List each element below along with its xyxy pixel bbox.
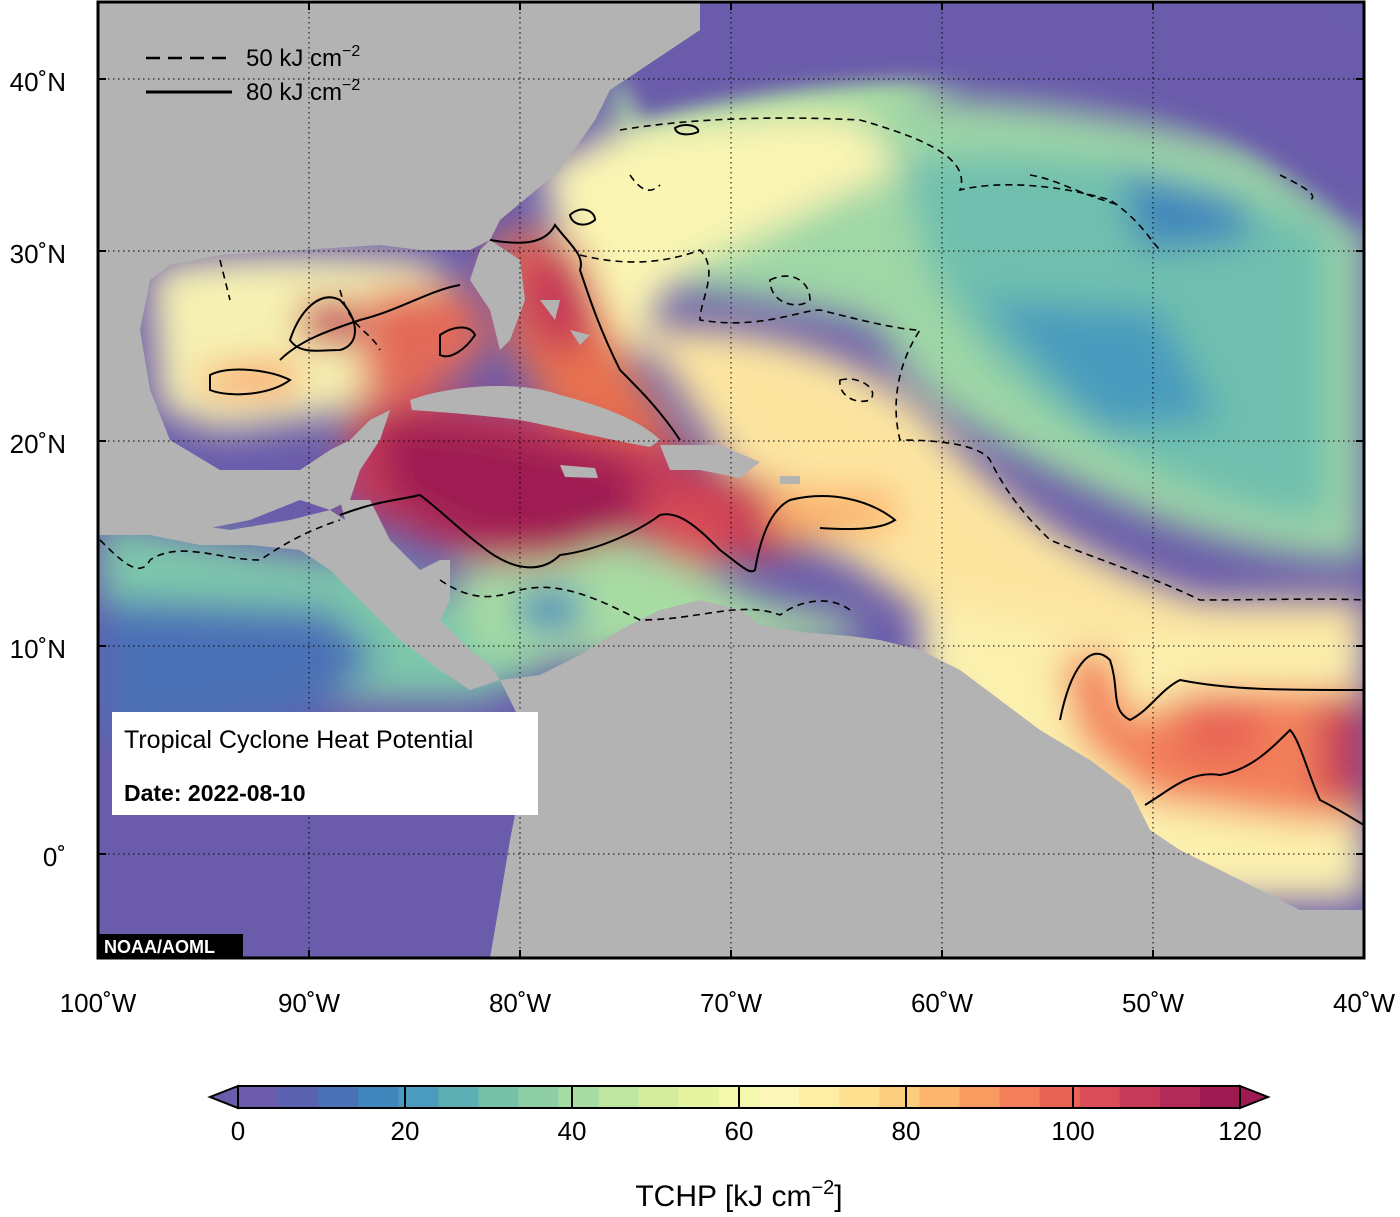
- contours-50: [99, 117, 1364, 621]
- colorbar: 0 20 40 60 80 100 120 TCHP [kJ cm−2]: [207, 1084, 1271, 1213]
- lon-label: 40˚W: [1333, 988, 1396, 1018]
- colorbar-cells: [238, 1086, 1241, 1108]
- title-box: Tropical Cyclone Heat Potential Date: 20…: [112, 712, 538, 815]
- colorbar-tick-label: 20: [391, 1116, 420, 1146]
- longitude-labels: 100˚W 90˚W 80˚W 70˚W 60˚W 50˚W 40˚W: [60, 988, 1396, 1018]
- map-date: Date: 2022-08-10: [124, 780, 306, 806]
- colorbar-tick-label: 40: [558, 1116, 587, 1146]
- legend-dashed-label: 50 kJ cm−2: [246, 43, 360, 72]
- lon-label: 70˚W: [700, 988, 763, 1018]
- lon-label: 100˚W: [60, 988, 137, 1018]
- colorbar-cell: [598, 1086, 640, 1108]
- lat-label: 40˚N: [10, 67, 66, 97]
- colorbar-cell: [879, 1086, 920, 1108]
- colorbar-cell: [438, 1086, 480, 1108]
- colorbar-cell: [278, 1086, 319, 1108]
- lon-label: 60˚W: [911, 988, 974, 1018]
- colorbar-cell: [558, 1086, 600, 1108]
- colorbar-cell: [1079, 1086, 1121, 1108]
- colorbar-cell: [839, 1086, 880, 1108]
- lat-label: 10˚N: [10, 634, 66, 664]
- land-masses: [98, 2, 1364, 958]
- colorbar-cell: [678, 1086, 720, 1108]
- colorbar-cell: [638, 1086, 680, 1108]
- colorbar-tick-labels: 0 20 40 60 80 100 120: [231, 1116, 1262, 1146]
- lon-label: 90˚W: [278, 988, 341, 1018]
- map-title: Tropical Cyclone Heat Potential: [124, 726, 473, 754]
- credit-badge: NOAA/AOML: [98, 934, 243, 958]
- colorbar-title: TCHP [kJ cm−2]: [635, 1177, 842, 1213]
- legend-solid-label: 80 kJ cm−2: [246, 77, 360, 106]
- lon-label: 80˚W: [489, 988, 552, 1018]
- graticule: [98, 2, 1364, 958]
- colorbar-min-arrow: [207, 1084, 239, 1110]
- colorbar-cell: [799, 1086, 840, 1108]
- colorbar-cell: [358, 1086, 399, 1108]
- colorbar-cell: [398, 1086, 439, 1108]
- colorbar-cell: [759, 1086, 800, 1108]
- colorbar-cell: [999, 1086, 1041, 1108]
- latitude-labels: 40˚N 30˚N 20˚N 10˚N 0˚: [10, 67, 66, 872]
- colorbar-tick-label: 120: [1218, 1116, 1261, 1146]
- credit-text: NOAA/AOML: [104, 937, 215, 957]
- colorbar-cell: [238, 1086, 279, 1108]
- north-atlantic-cool-region: [600, 2, 1364, 230]
- axis-ticks: [98, 2, 1364, 958]
- map-plot-area: [98, 2, 1364, 958]
- contours-80: [209, 124, 1364, 826]
- colorbar-cell: [959, 1086, 1001, 1108]
- colorbar-tick-label: 100: [1051, 1116, 1094, 1146]
- colorbar-max-arrow: [1239, 1084, 1271, 1110]
- colorbar-tick-label: 0: [231, 1116, 245, 1146]
- colorbar-cell: [478, 1086, 520, 1108]
- lat-label: 0˚: [43, 842, 66, 872]
- colorbar-cell: [1039, 1086, 1081, 1108]
- colorbar-cell: [1159, 1086, 1201, 1108]
- lon-label: 50˚W: [1122, 988, 1185, 1018]
- colorbar-cell: [318, 1086, 359, 1108]
- contour-legend: 50 kJ cm−2 80 kJ cm−2: [146, 43, 360, 106]
- lat-label: 20˚N: [10, 429, 66, 459]
- colorbar-cell: [1119, 1086, 1161, 1108]
- colorbar-cell: [919, 1086, 961, 1108]
- colorbar-tick-label: 60: [725, 1116, 754, 1146]
- lat-label: 30˚N: [10, 239, 66, 269]
- colorbar-tick-label: 80: [892, 1116, 921, 1146]
- colorbar-cell: [518, 1086, 560, 1108]
- colorbar-cell: [1199, 1086, 1241, 1108]
